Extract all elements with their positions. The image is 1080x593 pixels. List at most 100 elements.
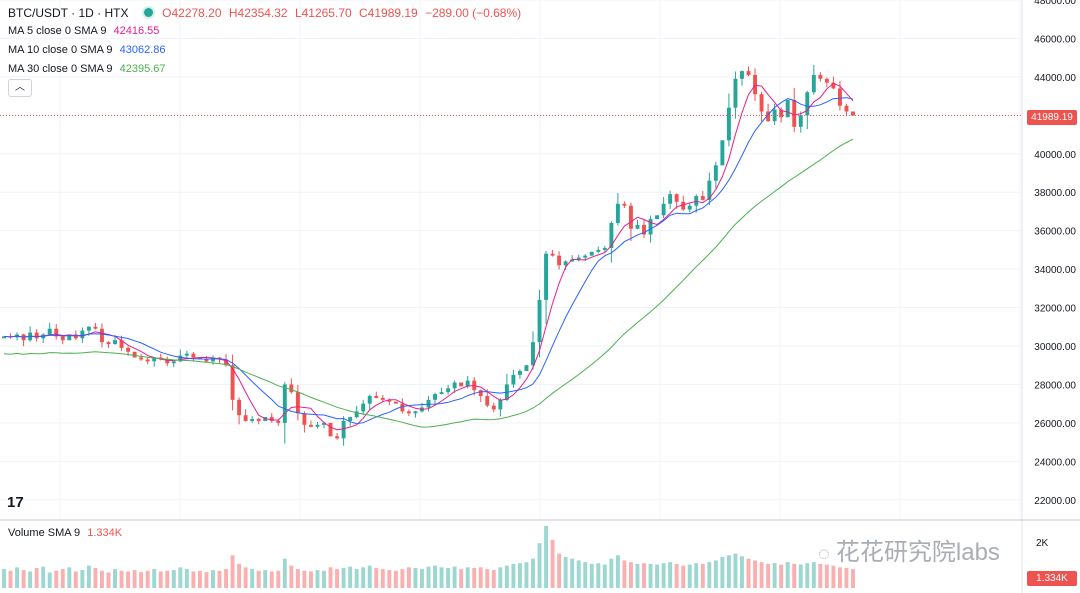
candle-body bbox=[485, 395, 490, 406]
indicator-ma10[interactable]: MA 10 close 0 SMA 9 43062.86 bbox=[8, 44, 170, 56]
candle-body bbox=[478, 390, 483, 396]
chevron-up-icon: ︿ bbox=[15, 82, 25, 93]
candle-body bbox=[589, 251, 594, 256]
candle-body bbox=[341, 420, 346, 439]
price-tick-label: 30000.00 bbox=[1034, 342, 1076, 353]
candle-body bbox=[295, 392, 300, 414]
close-value: C41989.19 bbox=[359, 6, 418, 20]
volume-bar bbox=[237, 563, 242, 588]
volume-bar bbox=[256, 570, 261, 588]
candle-body bbox=[100, 328, 104, 343]
volume-bar bbox=[524, 562, 529, 588]
candle-body bbox=[367, 395, 372, 404]
candle-body bbox=[439, 392, 444, 395]
candle-body bbox=[635, 224, 640, 229]
volume-bar bbox=[681, 565, 686, 588]
candle-body bbox=[681, 201, 686, 210]
volume-bar bbox=[380, 569, 385, 588]
volume-bar bbox=[544, 526, 549, 588]
volume-bar bbox=[707, 562, 712, 588]
volume-bar bbox=[589, 563, 594, 588]
volume-bar bbox=[15, 567, 20, 588]
candle-body bbox=[661, 203, 666, 216]
volume-bar bbox=[2, 569, 6, 588]
volume-bar bbox=[60, 569, 65, 588]
candle-body bbox=[759, 94, 764, 112]
price-tick-label: 40000.00 bbox=[1034, 150, 1076, 161]
volume-bar bbox=[132, 570, 137, 588]
indicator-ma30[interactable]: MA 30 close 0 SMA 9 42395.67 bbox=[8, 63, 170, 75]
price-tick-label: 48000.00 bbox=[1034, 0, 1076, 7]
volume-bar bbox=[485, 569, 490, 588]
candle-body bbox=[785, 99, 790, 118]
candle-body bbox=[400, 403, 405, 412]
candle-body bbox=[433, 394, 437, 400]
price-tick-label: 24000.00 bbox=[1034, 457, 1076, 468]
candle-body bbox=[256, 419, 261, 421]
price-tick-label: 38000.00 bbox=[1034, 188, 1076, 199]
volume-bar bbox=[335, 569, 340, 588]
candle-body bbox=[237, 399, 242, 416]
indicator-ma5[interactable]: MA 5 close 0 SMA 9 42416.55 bbox=[8, 25, 163, 37]
volume-bar bbox=[420, 569, 424, 588]
candle-body bbox=[851, 111, 855, 116]
collapse-indicators-button[interactable]: ︿ bbox=[8, 79, 32, 97]
price-tick-label: 36000.00 bbox=[1034, 227, 1076, 238]
candle-body bbox=[446, 388, 451, 393]
grid-lines bbox=[0, 0, 1022, 519]
volume-name: Volume SMA 9 bbox=[8, 527, 81, 539]
candle-body bbox=[224, 359, 229, 366]
volume-last-tag: 1.334K bbox=[1027, 571, 1077, 586]
candle-body bbox=[459, 382, 464, 387]
candle-body bbox=[308, 424, 313, 427]
volume-bar bbox=[661, 563, 666, 588]
candle-body bbox=[779, 109, 784, 118]
wechat-icon: ◌ bbox=[818, 543, 830, 565]
candle-body bbox=[831, 82, 836, 89]
volume-bar bbox=[583, 562, 588, 588]
volume-axis-tick: 2K bbox=[1036, 538, 1049, 549]
volume-bar bbox=[315, 570, 320, 588]
volume-bar bbox=[498, 567, 503, 588]
candle-body bbox=[328, 422, 333, 437]
candle-body bbox=[426, 399, 431, 408]
volume-bar bbox=[576, 560, 581, 588]
volume-bar bbox=[622, 560, 627, 588]
candle-body bbox=[766, 111, 771, 122]
candle-body bbox=[563, 261, 568, 266]
volume-bar bbox=[113, 569, 117, 588]
volume-bar bbox=[406, 567, 411, 588]
volume-indicator-label[interactable]: Volume SMA 9 1.334K bbox=[8, 527, 126, 539]
candle-body bbox=[361, 403, 366, 412]
candle-body bbox=[348, 417, 353, 421]
candle-body bbox=[596, 249, 601, 252]
volume-bar bbox=[459, 569, 464, 588]
indicator-value: 42395.67 bbox=[119, 63, 166, 75]
indicator-label: MA 10 close 0 SMA 9 bbox=[8, 44, 113, 56]
volume-bar bbox=[191, 571, 196, 588]
volume-bar bbox=[243, 567, 248, 588]
candle-body bbox=[550, 253, 555, 256]
candle-body bbox=[184, 353, 189, 356]
watermark-text: 花花研究院labs bbox=[835, 539, 1000, 566]
candle-body bbox=[537, 299, 542, 343]
candle-body bbox=[86, 326, 91, 331]
volume-bar bbox=[171, 570, 176, 588]
candle-body bbox=[713, 165, 718, 181]
candle-body bbox=[805, 92, 810, 116]
candle-body bbox=[322, 422, 326, 425]
open-value: O42278.20 bbox=[162, 6, 222, 20]
candle-body bbox=[374, 395, 379, 398]
candle-body bbox=[54, 328, 59, 337]
volume-bar bbox=[322, 570, 326, 588]
price-tick-label: 28000.00 bbox=[1034, 380, 1076, 391]
price-tick-label: 34000.00 bbox=[1034, 265, 1076, 276]
candle-body bbox=[269, 417, 274, 421]
volume-bar bbox=[263, 570, 268, 588]
volume-bar bbox=[34, 568, 39, 588]
candle-body bbox=[387, 399, 392, 402]
candle-body bbox=[282, 384, 287, 423]
candle-body bbox=[93, 326, 98, 329]
candle-body bbox=[544, 253, 549, 300]
